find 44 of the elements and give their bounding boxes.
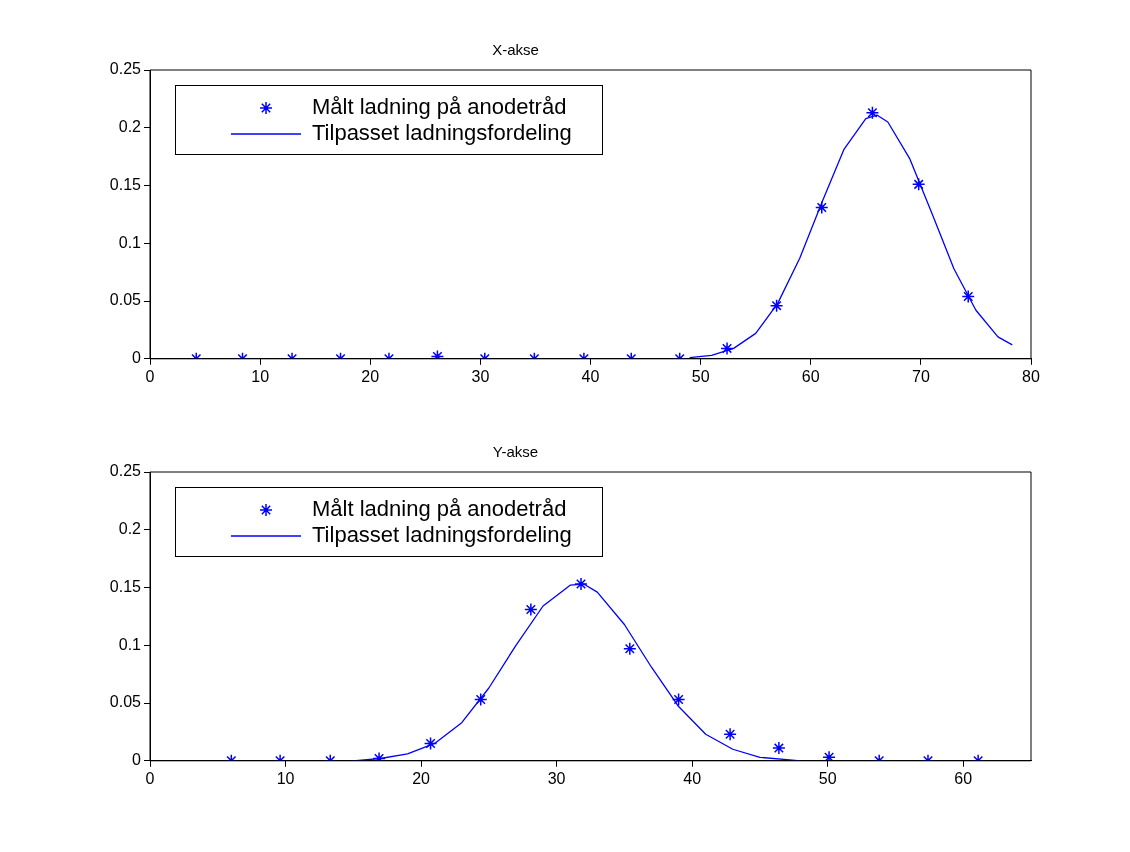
x-tick-label: 10 [251,367,270,385]
y-tick-label: 0.05 [109,693,142,711]
y-tick-label: 0 [132,349,142,367]
legend-label: Tilpasset ladningsfordeling [312,120,572,145]
x-tick-label: 0 [145,367,155,385]
x-tick-label: 60 [801,367,820,385]
x-tick-label: 20 [412,769,431,787]
point [822,750,836,761]
y-tick-label: 0 [132,751,142,769]
y-tick-label: 0.1 [118,635,142,653]
y-tick-label: 0.05 [109,291,142,309]
y-tick-label: 0.15 [109,175,142,193]
legend-label: Målt ladning på anodetråd [312,496,567,521]
x-tick-label: 40 [581,367,600,385]
x-tick-label: 20 [361,367,380,385]
y-tick-label: 0.2 [118,520,142,538]
x-tick-label: 0 [145,769,155,787]
point [671,692,686,707]
x-tick-label: 30 [547,769,566,787]
point [815,200,829,215]
y-tick-label: 0.2 [118,118,142,136]
x-tick-label: 40 [683,769,702,787]
point [623,642,637,656]
point [723,727,737,741]
x-tick-label: 30 [471,367,490,385]
y-tick-label: 0.1 [118,233,142,251]
y-tick-label: 0.15 [109,577,142,595]
point [865,105,880,120]
x-tick-label: 60 [954,769,973,787]
point [473,692,488,707]
y-tick-label: 0.25 [109,462,142,480]
legend-label: Målt ladning på anodetråd [312,94,567,119]
point [911,177,926,192]
x-tick-label: 80 [1022,367,1040,385]
x-tick-label: 70 [911,367,930,385]
x-tick-label: 10 [276,769,295,787]
point [524,602,538,617]
legend-label: Tilpasset ladningsfordeling [312,522,572,547]
x-tick-label: 50 [691,367,710,385]
x-tick-label: 50 [818,769,837,787]
point [574,577,588,591]
chart-title: Y-akse [492,443,539,461]
chart-title: X-akse [492,41,539,59]
y-tick-label: 0.25 [109,60,142,78]
